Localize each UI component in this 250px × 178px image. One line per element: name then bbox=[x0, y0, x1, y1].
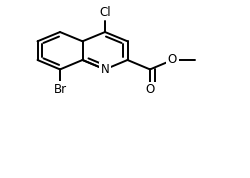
Text: O: O bbox=[146, 83, 154, 96]
Text: Cl: Cl bbox=[99, 6, 111, 19]
Text: Br: Br bbox=[54, 83, 66, 96]
Text: N: N bbox=[100, 63, 110, 76]
Text: O: O bbox=[168, 53, 177, 67]
